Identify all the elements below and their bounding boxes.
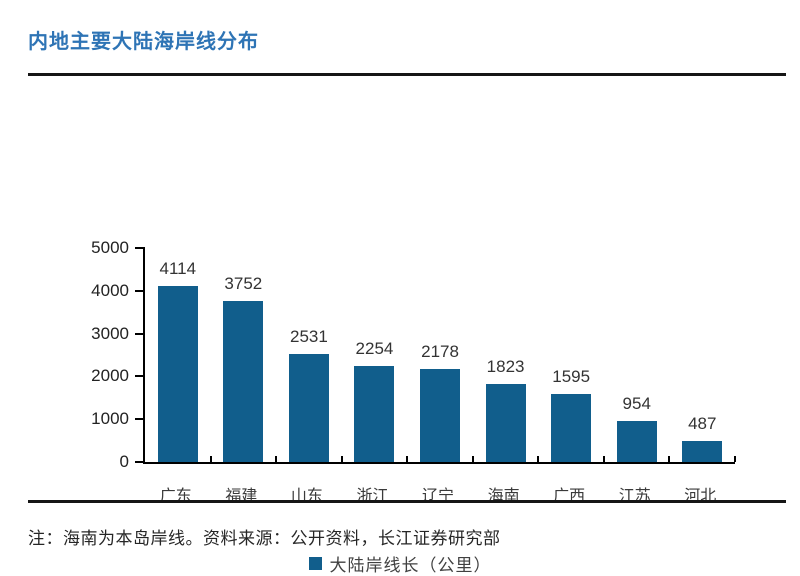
bar-value-label: 1823 bbox=[486, 357, 525, 376]
source-note: 注：海南为本岛岸线。资料来源：公开资料，长江证券研究部 bbox=[28, 529, 501, 548]
legend: 大陆岸线长（公里） bbox=[0, 551, 800, 576]
bar-slot: 2531 bbox=[276, 248, 342, 462]
bar-value-label: 2254 bbox=[355, 339, 394, 358]
bar-slot: 487 bbox=[670, 248, 736, 462]
y-axis-tick bbox=[135, 375, 145, 378]
bar-slot: 2178 bbox=[407, 248, 473, 462]
y-axis-tick-label: 3000 bbox=[91, 323, 129, 343]
y-axis-tick bbox=[135, 418, 145, 421]
bar-slot: 1595 bbox=[538, 248, 604, 462]
bar-value-label: 4114 bbox=[159, 259, 197, 278]
y-axis-tick bbox=[135, 247, 145, 249]
bar-江苏 bbox=[616, 421, 657, 462]
bars: 4114 3752 2531 2254 2178 1823 1595 954 487 bbox=[145, 248, 735, 462]
coastline-bar-chart: 4114 3752 2531 2254 2178 1823 1595 954 487 0 1000… bbox=[0, 110, 800, 575]
y-axis-tick-label: 0 bbox=[119, 452, 129, 471]
bar-辽宁 bbox=[420, 369, 461, 462]
bar-河北 bbox=[682, 441, 723, 462]
bar-slot: 1823 bbox=[473, 248, 539, 462]
bar-slot: 2254 bbox=[342, 248, 408, 462]
plot-area: 4114 3752 2531 2254 2178 1823 1595 954 487 0 1000… bbox=[91, 238, 736, 471]
legend-swatch-icon bbox=[308, 557, 322, 570]
bar-value-label: 2178 bbox=[421, 342, 459, 361]
x-axis-tick bbox=[406, 456, 409, 462]
bar-浙江 bbox=[354, 366, 395, 462]
legend-label: 大陆岸线长（公里） bbox=[329, 556, 492, 575]
y-axis-tick bbox=[135, 461, 145, 463]
x-axis-tick bbox=[209, 456, 212, 462]
bar-value-label: 487 bbox=[688, 414, 717, 433]
bar-value-label: 3752 bbox=[224, 274, 263, 293]
page-title: 内地主要大陆海岸线分布 bbox=[28, 31, 259, 53]
x-axis-tick bbox=[340, 456, 343, 462]
bar-海南 bbox=[485, 384, 526, 462]
bar-slot: 954 bbox=[604, 248, 670, 462]
bar-value-label: 1595 bbox=[552, 367, 591, 386]
y-axis-tick bbox=[135, 332, 145, 335]
footer-divider bbox=[28, 500, 786, 503]
x-axis-tick bbox=[734, 456, 736, 462]
x-axis-tick bbox=[668, 456, 671, 462]
x-axis-tick bbox=[537, 456, 540, 462]
bar-山东 bbox=[288, 354, 329, 462]
bar-value-label: 2531 bbox=[289, 327, 328, 346]
y-axis-tick-label: 5000 bbox=[91, 238, 129, 257]
bar-广西 bbox=[551, 394, 592, 462]
bar-value-label: 954 bbox=[622, 394, 651, 413]
bar-广东 bbox=[157, 286, 198, 462]
title-divider bbox=[28, 73, 786, 76]
bar-福建 bbox=[223, 301, 264, 462]
y-axis-tick bbox=[135, 289, 145, 292]
y-axis-tick-label: 2000 bbox=[91, 366, 129, 386]
x-axis-tick bbox=[602, 456, 605, 462]
x-axis-tick bbox=[471, 456, 474, 462]
y-axis-tick-label: 1000 bbox=[91, 409, 129, 429]
x-axis-tick bbox=[275, 456, 278, 462]
bar-slot: 4114 bbox=[145, 248, 211, 462]
y-axis-tick-label: 4000 bbox=[91, 280, 129, 300]
bar-slot: 3752 bbox=[211, 248, 277, 462]
